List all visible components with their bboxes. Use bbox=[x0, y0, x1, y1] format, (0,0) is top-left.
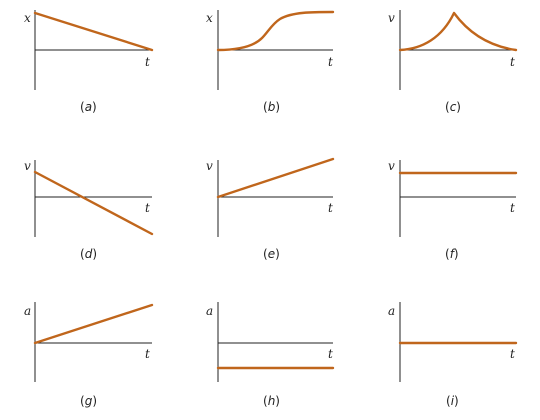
x-axis-label: t bbox=[145, 201, 150, 215]
panel-h: a t (h) bbox=[180, 280, 360, 420]
panel-caption: (c) bbox=[445, 100, 461, 114]
y-axis-label: a bbox=[388, 304, 395, 318]
y-axis-label: v bbox=[24, 159, 31, 173]
panel-i: a t (i) bbox=[360, 280, 540, 420]
panel-b-graph: x t (b) bbox=[206, 10, 335, 114]
panel-caption: (a) bbox=[80, 100, 97, 114]
panel-caption: (g) bbox=[80, 394, 97, 408]
panel-b: x t (b) bbox=[180, 0, 360, 140]
x-axis-label: t bbox=[328, 55, 333, 69]
panel-a: x t (a) bbox=[0, 0, 180, 140]
panel-f: v t (f) bbox=[360, 140, 540, 280]
y-axis-label: v bbox=[206, 159, 213, 173]
graph-curve bbox=[33, 303, 154, 345]
x-axis-label: t bbox=[510, 55, 515, 69]
panel-i-graph: a t (i) bbox=[388, 302, 518, 408]
x-axis-label: t bbox=[328, 347, 333, 361]
x-axis-label: t bbox=[510, 347, 515, 361]
panel-d-graph: v t (d) bbox=[24, 159, 154, 261]
panel-caption: (d) bbox=[80, 247, 97, 261]
graph-curve bbox=[216, 10, 335, 52]
panel-c-graph: v t (c) bbox=[388, 10, 518, 114]
panel-c: v t (c) bbox=[360, 0, 540, 140]
panel-a-graph: x t (a) bbox=[24, 10, 154, 114]
panel-caption: (b) bbox=[263, 100, 280, 114]
panel-h-graph: a t (h) bbox=[206, 302, 335, 408]
x-axis-label: t bbox=[145, 55, 150, 69]
panel-e-graph: v t (e) bbox=[206, 157, 335, 261]
graph-curve bbox=[216, 157, 335, 199]
panel-f-graph: v t (f) bbox=[388, 159, 518, 261]
x-axis-label: t bbox=[328, 201, 333, 215]
graph-curve bbox=[398, 11, 518, 52]
graph-curve bbox=[33, 11, 154, 52]
panel-g: a t (g) bbox=[0, 280, 180, 420]
panel-caption: (h) bbox=[263, 394, 280, 408]
panel-caption: (i) bbox=[446, 394, 459, 408]
x-axis-label: t bbox=[145, 347, 150, 361]
panel-d: v t (d) bbox=[0, 140, 180, 280]
panel-g-graph: a t (g) bbox=[24, 302, 154, 408]
y-axis-label: a bbox=[24, 304, 31, 318]
panel-caption: (e) bbox=[263, 247, 280, 261]
y-axis-label: x bbox=[206, 11, 213, 25]
y-axis-label: x bbox=[24, 11, 31, 25]
y-axis-label: v bbox=[388, 11, 395, 25]
panel-caption: (f) bbox=[445, 247, 459, 261]
x-axis-label: t bbox=[510, 201, 515, 215]
y-axis-label: v bbox=[388, 159, 395, 173]
graph-curve bbox=[33, 170, 154, 236]
y-axis-label: a bbox=[206, 304, 213, 318]
panel-e: v t (e) bbox=[180, 140, 360, 280]
